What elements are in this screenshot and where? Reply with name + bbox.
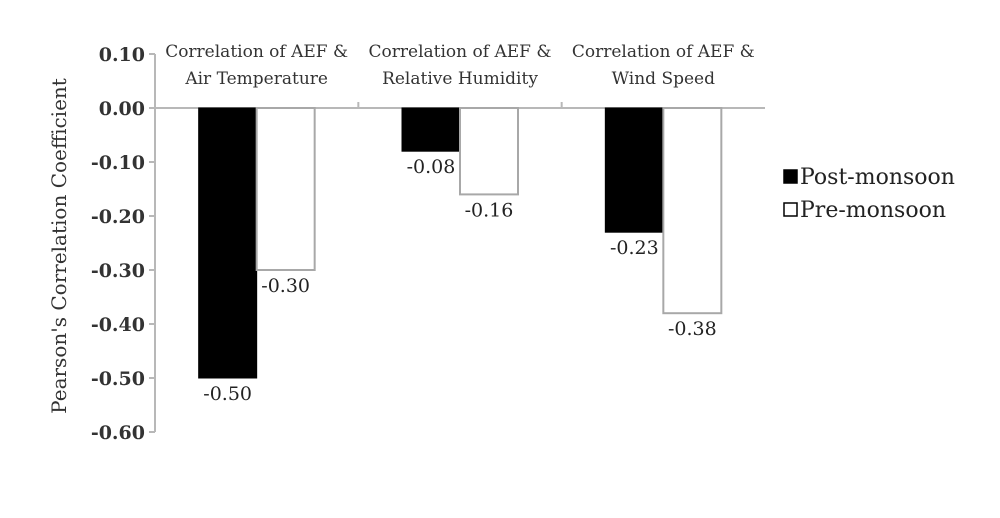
category-label: Wind Speed [612,69,715,89]
y-tick-label: -0.20 [91,206,145,228]
bars: -0.50 -0.30 -0.08 -0.16 -0.23 -0.38 [198,107,723,405]
y-axis-title: Pearson's Correlation Coefficient [47,78,71,414]
y-tick-label: 0.00 [99,98,145,120]
legend-label: Post-monsoon [800,165,955,190]
bar-post-monsoon [604,107,664,233]
data-label: -0.16 [465,199,514,221]
data-label: -0.38 [668,318,717,340]
legend: Post-monsoon Pre-monsoon [783,165,955,223]
bar-post-monsoon [401,107,461,152]
legend-swatch [783,169,798,184]
bar-pre-monsoon [662,107,723,315]
y-tick-label: 0.10 [99,44,145,66]
y-tick-label: -0.40 [91,314,145,336]
legend-label: Pre-monsoon [800,198,946,223]
data-label: -0.23 [610,237,659,259]
category-label: Relative Humidity [382,69,538,89]
data-label: -0.30 [261,275,310,297]
data-label: -0.08 [407,156,456,178]
y-tick-label: -0.30 [91,260,145,282]
y-tick-label: -0.10 [91,152,145,174]
y-tick-label: -0.60 [91,422,145,444]
y-ticks: 0.10 0.00 -0.10 -0.20 -0.30 -0.40 -0.50 -0.60 [91,44,155,444]
bar-pre-monsoon [255,107,316,271]
category-label: Correlation of AEF & [572,42,755,62]
category-label: Correlation of AEF & [369,42,552,62]
category-labels: Correlation of AEF & Air Temperature Corre… [165,42,755,89]
bar-post-monsoon [198,107,258,379]
y-tick-label: -0.50 [91,368,145,390]
data-label: -0.50 [203,383,252,405]
category-label: Correlation of AEF & [165,42,348,62]
bar-pre-monsoon [459,107,519,196]
legend-swatch [783,202,798,217]
category-label: Air Temperature [184,69,328,89]
y-axis-title-group: Pearson's Correlation Coefficient [47,78,71,414]
